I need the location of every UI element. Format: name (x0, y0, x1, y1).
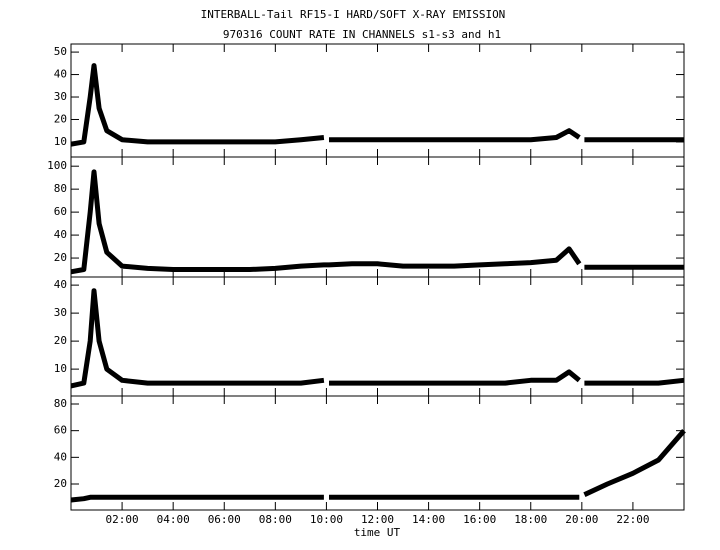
x-axis-label: time UT (354, 526, 401, 539)
y-tick-label: 20 (54, 334, 67, 347)
panel-frame (70, 276, 685, 397)
y-tick-label: 80 (54, 182, 67, 195)
x-tick-label: 08:00 (259, 513, 292, 526)
y-tick-label: 20 (54, 251, 67, 264)
y-tick-label: 40 (54, 278, 67, 291)
y-tick-label: 100 (47, 159, 67, 172)
series-line (70, 169, 684, 275)
y-tick-label: 80 (54, 397, 67, 410)
x-tick-label: 10:00 (310, 513, 343, 526)
y-tick-label: 50 (54, 45, 67, 58)
series-line (70, 63, 684, 147)
x-tick-label: 02:00 (106, 513, 139, 526)
x-tick-label: 18:00 (514, 513, 547, 526)
y-tick-label: 20 (54, 477, 67, 490)
chart-subtitle: 970316 COUNT RATE IN CHANNELS s1-s3 and … (223, 28, 501, 41)
series-line (70, 288, 685, 389)
y-tick-label: 30 (54, 306, 67, 319)
y-tick-label: 40 (54, 68, 67, 81)
panel-frame (70, 156, 685, 278)
y-tick-label: 40 (54, 228, 67, 241)
x-tick-label: 22:00 (616, 513, 649, 526)
x-tick-label: 04:00 (157, 513, 190, 526)
y-tick-label: 60 (54, 205, 67, 218)
chart-title: INTERBALL-Tail RF15-I HARD/SOFT X-RAY EM… (201, 8, 506, 21)
y-tick-label: 60 (54, 424, 67, 437)
y-tick-label: 30 (54, 90, 67, 103)
series-line (70, 429, 686, 503)
x-tick-label: 06:00 (208, 513, 241, 526)
x-tick-label: 12:00 (361, 513, 394, 526)
x-tick-label: 14:00 (412, 513, 445, 526)
y-tick-label: 20 (54, 112, 67, 125)
x-tick-label: 16:00 (463, 513, 496, 526)
y-tick-label: 10 (54, 362, 67, 375)
x-tick-label: 20:00 (565, 513, 598, 526)
y-tick-label: 40 (54, 450, 67, 463)
y-tick-label: 10 (54, 135, 67, 148)
